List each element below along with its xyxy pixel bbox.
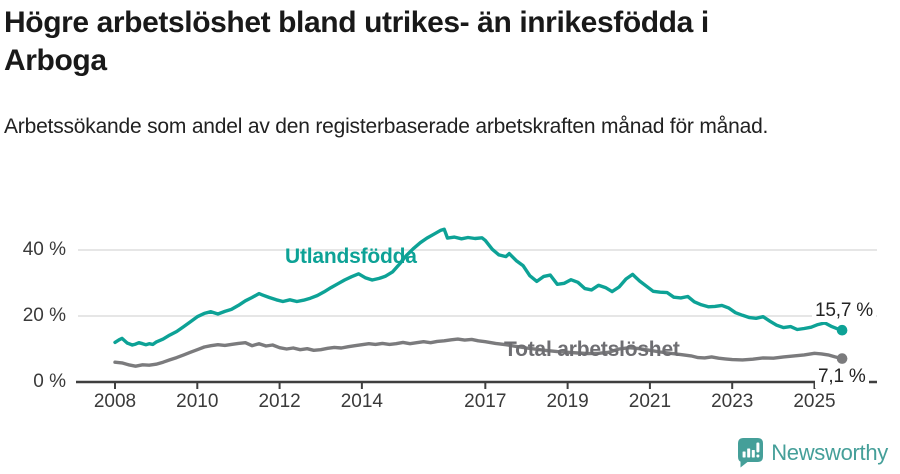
x-axis-tick-label-2019: 2019 xyxy=(546,391,589,412)
chart-title: Högre arbetslöshet bland utrikes- än inr… xyxy=(4,6,709,77)
brand-name: Newsworthy xyxy=(771,439,888,465)
x-axis-tick-label-2017: 2017 xyxy=(464,391,507,412)
bar-chart-speech-bubble-icon xyxy=(737,437,764,468)
chart-subtitle: Arbetssökande som andel av den registerb… xyxy=(4,115,769,138)
y-axis-tick-label-20: 20 % xyxy=(22,305,66,326)
x-axis-tick-label-2014: 2014 xyxy=(340,391,384,412)
x-axis-tick-label-2010: 2010 xyxy=(176,391,219,412)
newsworthy-logo: Newsworthy xyxy=(737,437,888,468)
y-axis-tick-label-0: 0 % xyxy=(33,371,66,392)
x-axis-tick-label-2012: 2012 xyxy=(258,391,301,412)
y-axis-tick-label-40: 40 % xyxy=(22,239,66,260)
x-axis-tick-label-2008: 2008 xyxy=(93,391,137,412)
end-value-label-total: 7,1 % xyxy=(815,366,869,388)
x-axis-tick-label-2025: 2025 xyxy=(793,391,836,412)
x-axis-tick-label-2023: 2023 xyxy=(711,391,754,412)
x-axis-tick-label-2021: 2021 xyxy=(628,391,672,412)
series-label-total-arbetsloshet: Total arbetslöshet xyxy=(504,338,680,361)
end-value-label-utlandsfodda: 15,7 % xyxy=(812,300,876,322)
series-label-utlandsfodda: Utlandsfödda xyxy=(285,245,417,268)
